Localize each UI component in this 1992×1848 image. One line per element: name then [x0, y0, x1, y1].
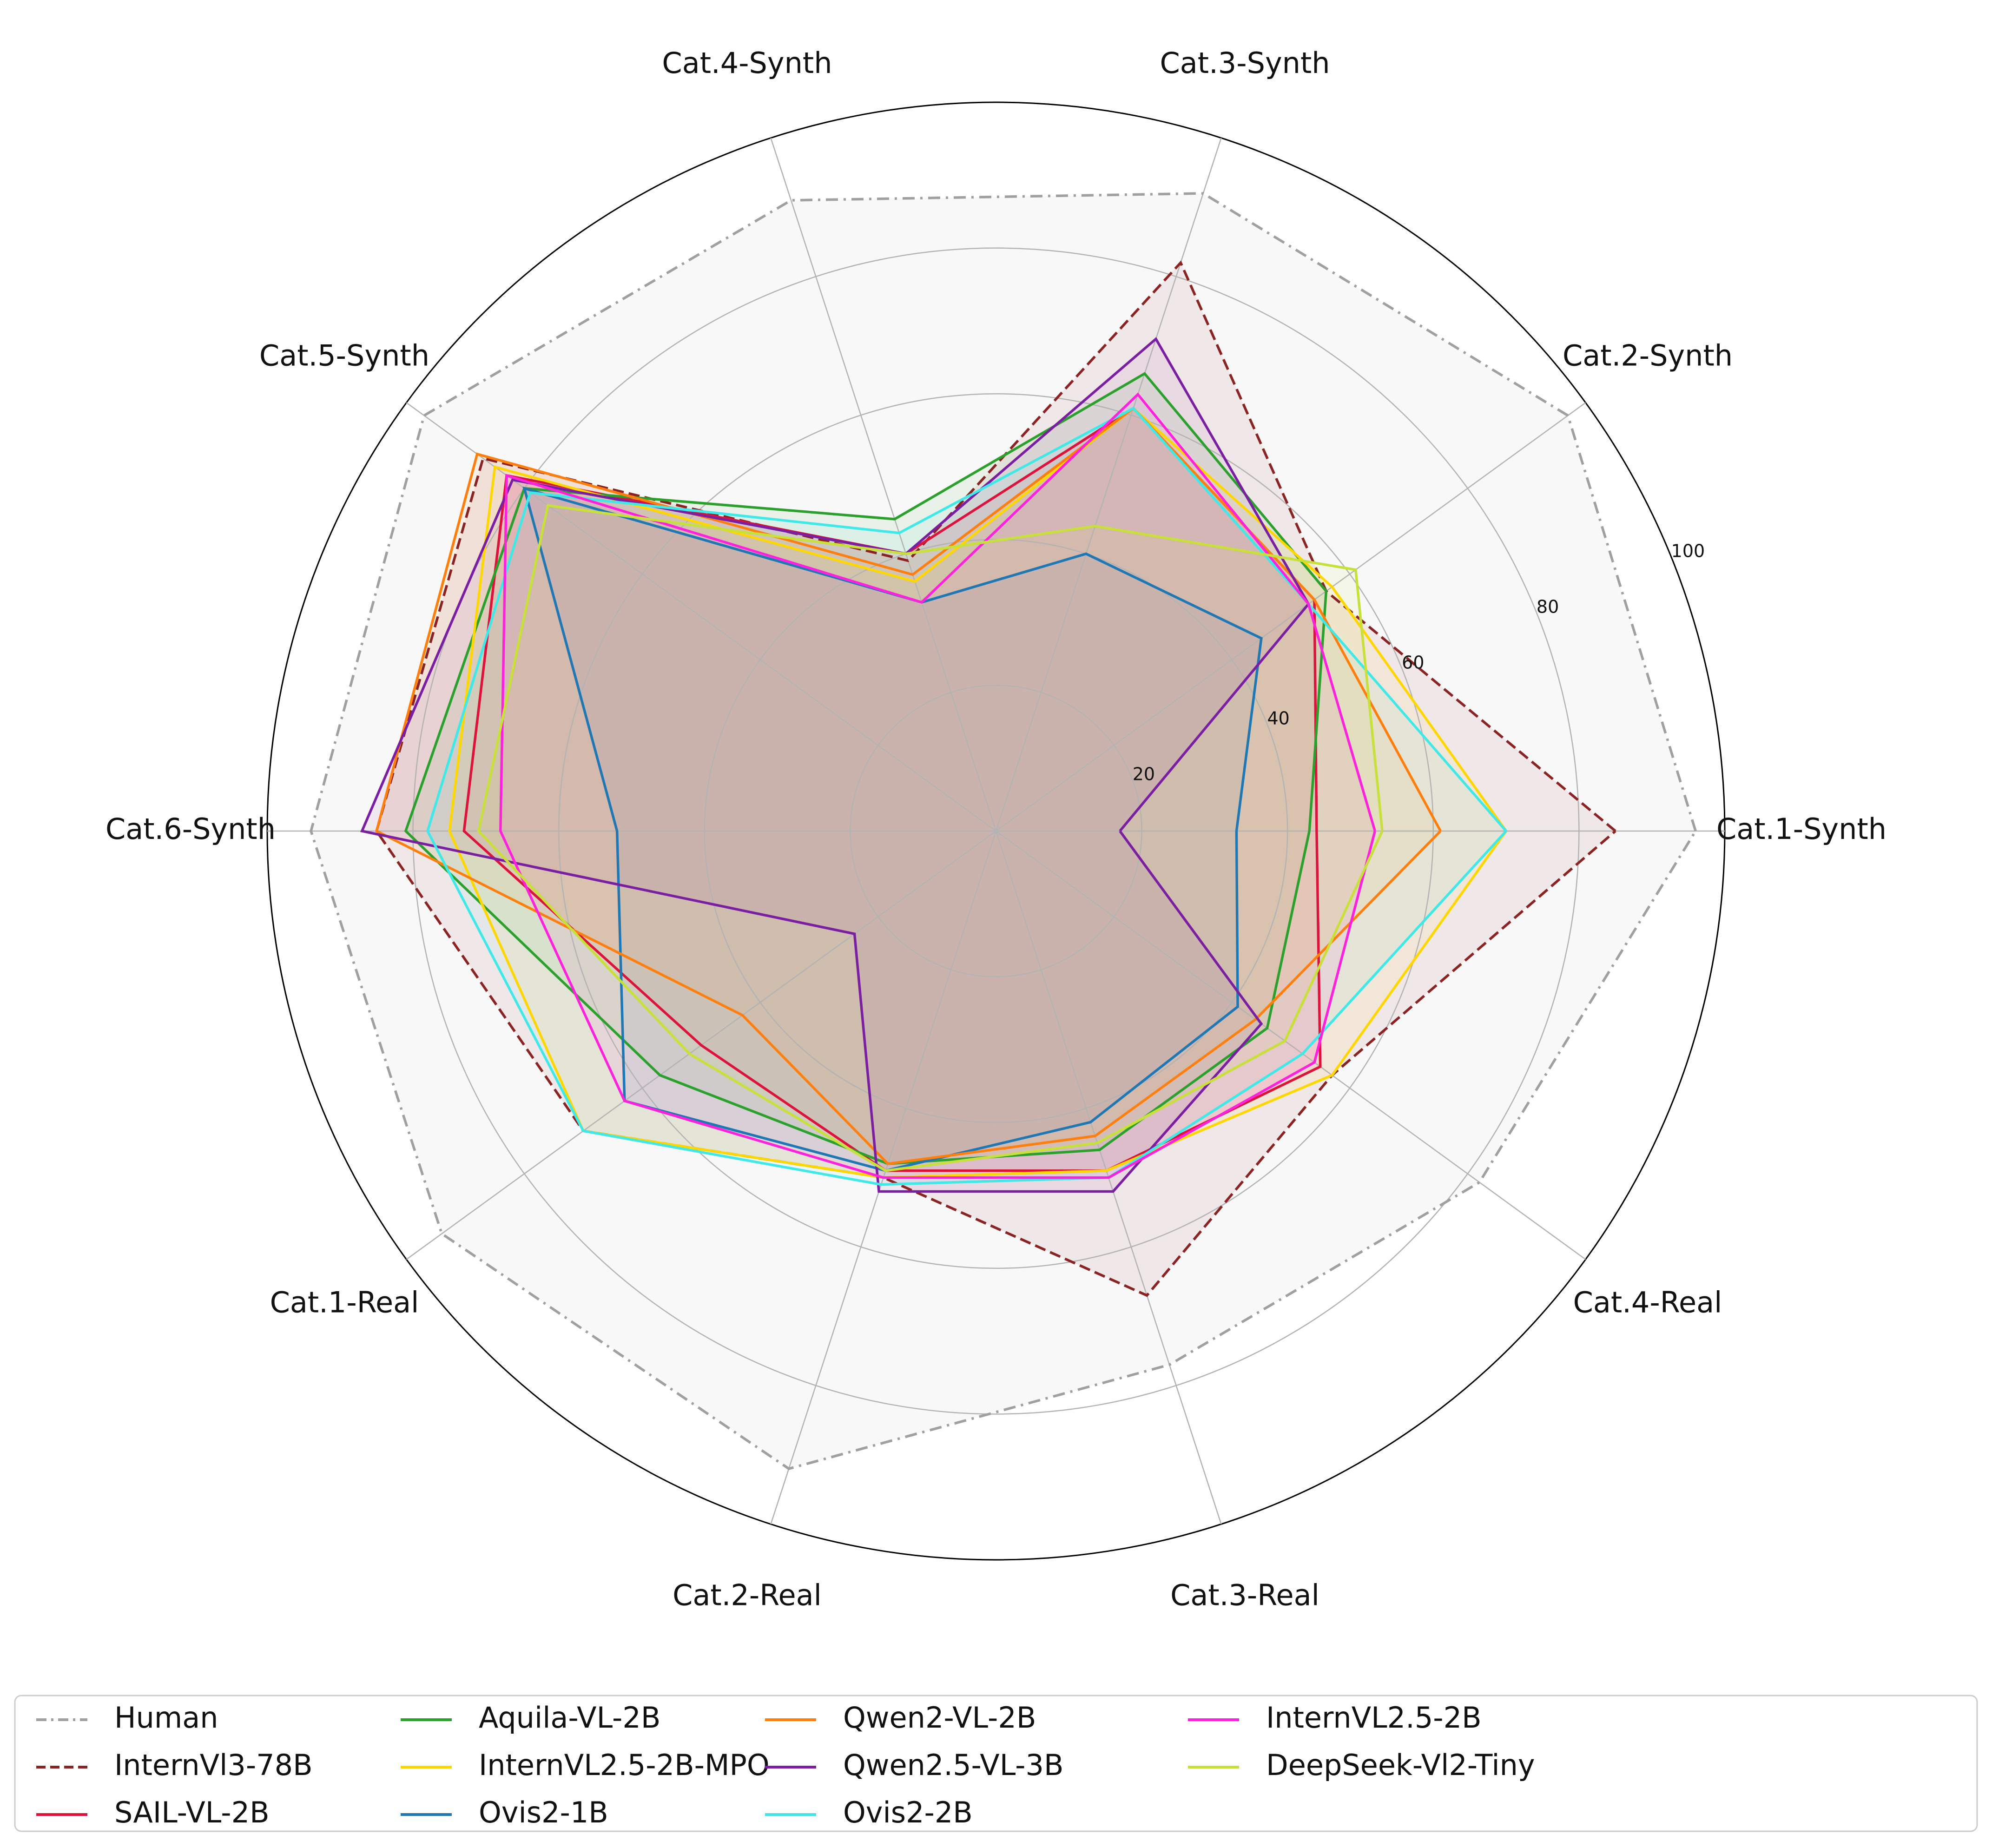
series-area-aquila-vl-2b [405, 373, 1326, 1164]
radial-tick-label: 20 [1133, 764, 1155, 784]
spoke-line [996, 402, 1586, 832]
category-label-cat-1-real: Cat.1-Real [270, 1286, 419, 1320]
legend-label-qwen2-5-vl-3b: Qwen2.5-VL-3B [843, 1748, 1064, 1782]
category-label-cat-4-synth: Cat.4-Synth [662, 46, 832, 80]
radial-tick-labels: 20 40 60 80 100 [1133, 541, 1705, 784]
category-label-cat-4-real: Cat.4-Real [1573, 1286, 1722, 1320]
series-area-ovis2-1b [524, 488, 1261, 1171]
radial-tick-label: 80 [1537, 596, 1559, 617]
legend-label-human: Human [114, 1701, 218, 1735]
spoke-line [996, 830, 1586, 1260]
series-line-internvl2-5-2b [499, 392, 1377, 1179]
series-line-qwen2-vl-2b [375, 406, 1442, 1165]
category-labels: Cat.1-Synth Cat.2-Synth Cat.3-Synth Cat.4-S… [106, 46, 1886, 1612]
series-area-internvl2-5-2b-mpo [449, 408, 1506, 1178]
series-line-deepseek-vl2-tiny [477, 504, 1384, 1172]
legend-box [14, 1695, 1978, 1832]
series-area-internvl2-5-2b [500, 394, 1375, 1178]
series-line-internvl3-78b [375, 260, 1616, 1297]
series-area-internvl3-78b [376, 263, 1616, 1296]
category-label-cat-2-real: Cat.2-Real [673, 1578, 822, 1612]
category-label-cat-6-synth: Cat.6-Synth [106, 812, 276, 846]
series-line-aquila-vl-2b [404, 372, 1328, 1165]
legend-label-qwen2-vl-2b: Qwen2-VL-2B [843, 1701, 1036, 1735]
series-line-internvl2-5-2b-mpo [448, 406, 1507, 1179]
radial-tick-label: 60 [1402, 652, 1424, 673]
spoke-line [770, 138, 997, 832]
series-line-layer [310, 192, 1697, 1470]
legend: Human InternVl3-78B SAIL-VL-2B Aquila-VL-2B… [14, 1695, 1978, 1832]
category-label-cat-1-synth: Cat.1-Synth [1716, 812, 1886, 846]
legend-label-internvl3-78b: InternVl3-78B [114, 1748, 313, 1782]
legend-label-ovis2-1b: Ovis2-1B [479, 1795, 608, 1829]
legend-label-sail-vl-2b: SAIL-VL-2B [114, 1795, 270, 1829]
legend-label-deepseek-vl2-tiny: DeepSeek-Vl2-Tiny [1266, 1748, 1535, 1782]
series-line-ovis2-1b [522, 486, 1263, 1172]
spoke-line [995, 138, 1222, 832]
legend-label-ovis2-2b: Ovis2-2B [843, 1795, 973, 1829]
category-label-cat-3-real: Cat.3-Real [1170, 1578, 1319, 1612]
series-area-sail-vl-2b [464, 408, 1320, 1171]
radar-grid [266, 101, 1726, 1561]
legend-label-internvl2-5-2b: InternVL2.5-2B [1266, 1701, 1482, 1735]
spoke-line [406, 402, 996, 832]
category-label-cat-3-synth: Cat.3-Synth [1160, 46, 1330, 80]
series-line-human [310, 192, 1697, 1470]
series-line-ovis2-2b [426, 406, 1507, 1186]
radial-tick-label: 100 [1671, 541, 1705, 561]
series-area-qwen2-5-vl-3b [362, 339, 1309, 1192]
series-line-qwen2-5-vl-3b [360, 337, 1310, 1193]
legend-label-aquila-vl-2b: Aquila-VL-2B [479, 1701, 660, 1735]
legend-label-internvl2-5-2b-mpo: InternVL2.5-2B-MPO [479, 1748, 770, 1782]
series-area-deepseek-vl2-tiny [478, 505, 1383, 1171]
category-label-cat-2-synth: Cat.2-Synth [1563, 338, 1733, 372]
radial-tick-label: 40 [1267, 708, 1289, 728]
category-label-cat-5-synth: Cat.5-Synth [259, 338, 429, 372]
